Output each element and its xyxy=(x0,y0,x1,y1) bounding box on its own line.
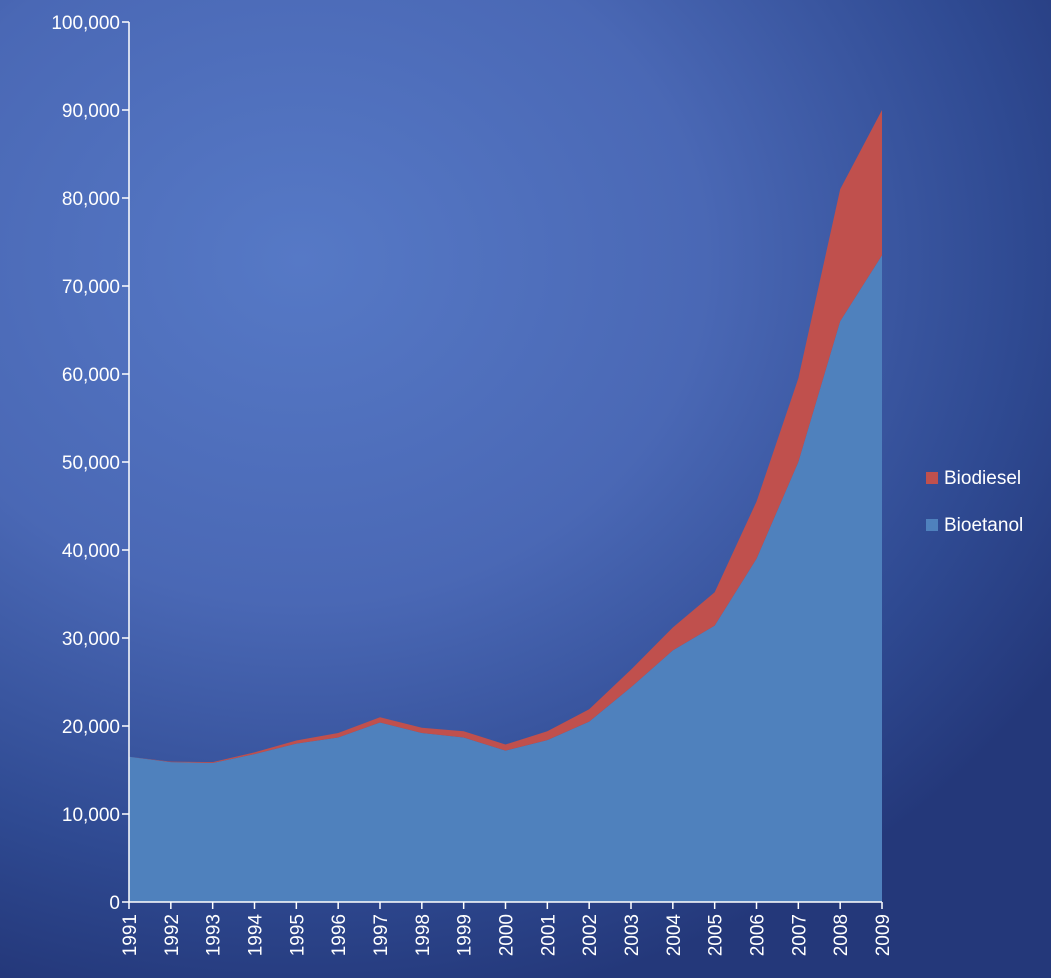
legend-swatch-biodiesel xyxy=(926,472,938,484)
y-axis: 0 10,000 20,000 30,000 40,000 50,000 60,000 70,… xyxy=(51,13,130,914)
y-tick-label: 50,000 xyxy=(62,453,120,474)
x-tick-label: 1992 xyxy=(162,914,183,956)
x-tick-label: 2003 xyxy=(622,914,643,956)
y-tick-label: 60,000 xyxy=(62,365,120,386)
y-tick-label: 0 xyxy=(109,893,120,914)
x-tick-label: 1995 xyxy=(287,914,308,956)
x-tick-label: 1998 xyxy=(413,914,434,956)
legend-swatch-bioetanol xyxy=(926,519,938,531)
x-tick-label: 2006 xyxy=(748,914,769,956)
x-tick-label: 1997 xyxy=(371,914,392,956)
x-tick-label: 1999 xyxy=(455,914,476,956)
legend-label-biodiesel: Biodiesel xyxy=(944,468,1021,489)
y-tick-label: 70,000 xyxy=(62,277,120,298)
area-series-bioetanol xyxy=(129,255,882,902)
x-tick-label: 1993 xyxy=(204,914,225,956)
x-tick-label: 2007 xyxy=(789,914,810,956)
y-tick-label: 40,000 xyxy=(62,541,120,562)
legend-label-bioetanol: Bioetanol xyxy=(944,515,1023,536)
x-tick-label: 1996 xyxy=(329,914,350,956)
x-tick-label: 1991 xyxy=(120,914,141,956)
x-tick-label: 1994 xyxy=(246,914,267,957)
x-tick-label: 2002 xyxy=(580,914,601,956)
y-tick-label: 90,000 xyxy=(62,101,120,122)
y-tick-label: 20,000 xyxy=(62,717,120,738)
x-tick-label: 2008 xyxy=(831,914,852,956)
y-tick-label: 80,000 xyxy=(62,189,120,210)
x-tick-label: 2004 xyxy=(664,914,685,957)
x-tick-label: 2000 xyxy=(497,914,518,956)
y-tick-label: 10,000 xyxy=(62,805,120,826)
legend: Biodiesel Bioetanol xyxy=(926,468,1023,536)
x-axis: 1991 1992 1993 1994 1995 1996 1997 1998 1999 2000… xyxy=(120,901,894,957)
plot-areas xyxy=(129,110,882,902)
y-tick-label: 30,000 xyxy=(62,629,120,650)
x-tick-label: 2001 xyxy=(538,914,559,956)
x-tick-label: 2005 xyxy=(706,914,727,956)
x-tick-label: 2009 xyxy=(873,914,894,956)
y-tick-label: 100,000 xyxy=(51,13,120,34)
